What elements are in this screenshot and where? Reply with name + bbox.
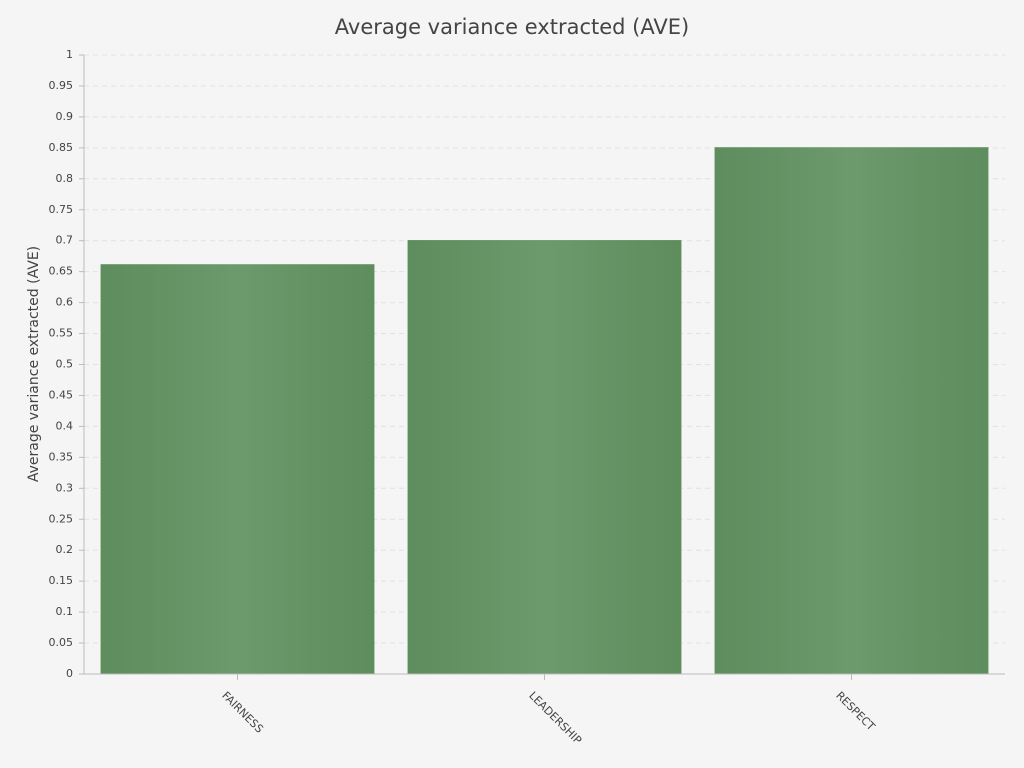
bar-shade — [714, 147, 989, 674]
x-tick-label: FAIRNESS — [219, 689, 266, 736]
x-tick-label: RESPECT — [833, 689, 877, 733]
y-tick-label: 0.65 — [49, 265, 74, 278]
y-tick-label: 0.05 — [49, 636, 74, 649]
chart-title: Average variance extracted (AVE) — [335, 15, 689, 39]
y-axis-label: Average variance extracted (AVE) — [26, 246, 42, 482]
y-tick-label: 0.25 — [49, 512, 74, 525]
y-tick-label: 0.2 — [56, 543, 74, 556]
y-tick-label: 0.5 — [56, 358, 74, 371]
bar-shade — [100, 264, 375, 674]
y-tick-label: 0.55 — [49, 327, 74, 340]
y-tick-label: 0.1 — [56, 605, 74, 618]
y-tick-label: 0.45 — [49, 388, 74, 401]
y-tick-label: 0.75 — [49, 203, 74, 216]
y-tick-label: 1 — [66, 48, 73, 61]
y-tick-label: 0.7 — [56, 234, 74, 247]
y-tick-label: 0.85 — [49, 141, 74, 154]
y-tick-label: 0 — [66, 667, 73, 680]
y-tick-label: 0.15 — [49, 574, 74, 587]
x-tick-label: LEADERSHIP — [526, 689, 584, 747]
y-tick-label: 0.4 — [56, 419, 74, 432]
y-tick-label: 0.8 — [56, 172, 74, 185]
y-tick-label: 0.95 — [49, 79, 74, 92]
y-tick-label: 0.35 — [49, 450, 74, 463]
y-tick-label: 0.9 — [56, 110, 74, 123]
y-tick-label: 0.6 — [56, 296, 74, 309]
bar-shade — [407, 240, 682, 674]
y-tick-label: 0.3 — [56, 481, 74, 494]
